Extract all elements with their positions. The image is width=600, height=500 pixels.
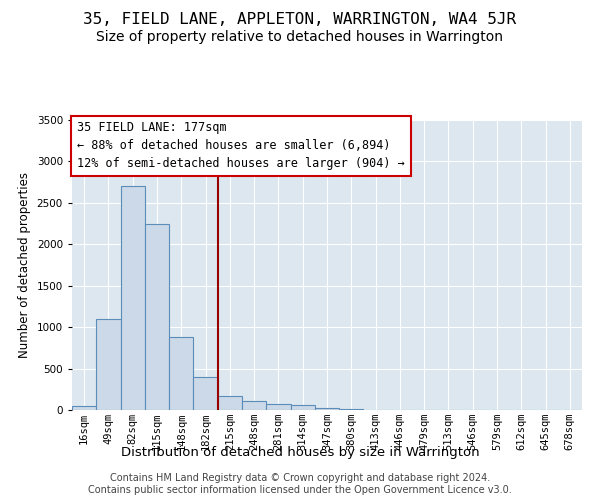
Text: 35, FIELD LANE, APPLETON, WARRINGTON, WA4 5JR: 35, FIELD LANE, APPLETON, WARRINGTON, WA… [83,12,517,28]
Bar [339,409,364,410]
Bar [169,337,193,410]
Text: Size of property relative to detached houses in Warrington: Size of property relative to detached ho… [97,30,503,44]
Text: Distribution of detached houses by size in Warrington: Distribution of detached houses by size … [121,446,479,459]
Bar [218,396,242,410]
Bar [121,186,145,410]
Bar [72,406,96,410]
Bar [290,406,315,410]
Bar [145,224,169,410]
Bar [266,404,290,410]
Bar [193,377,218,410]
Bar [315,408,339,410]
Bar [242,401,266,410]
Bar [96,319,121,410]
Text: 35 FIELD LANE: 177sqm
← 88% of detached houses are smaller (6,894)
12% of semi-d: 35 FIELD LANE: 177sqm ← 88% of detached … [77,122,405,170]
Text: Contains HM Land Registry data © Crown copyright and database right 2024.
Contai: Contains HM Land Registry data © Crown c… [88,474,512,495]
Y-axis label: Number of detached properties: Number of detached properties [18,172,31,358]
